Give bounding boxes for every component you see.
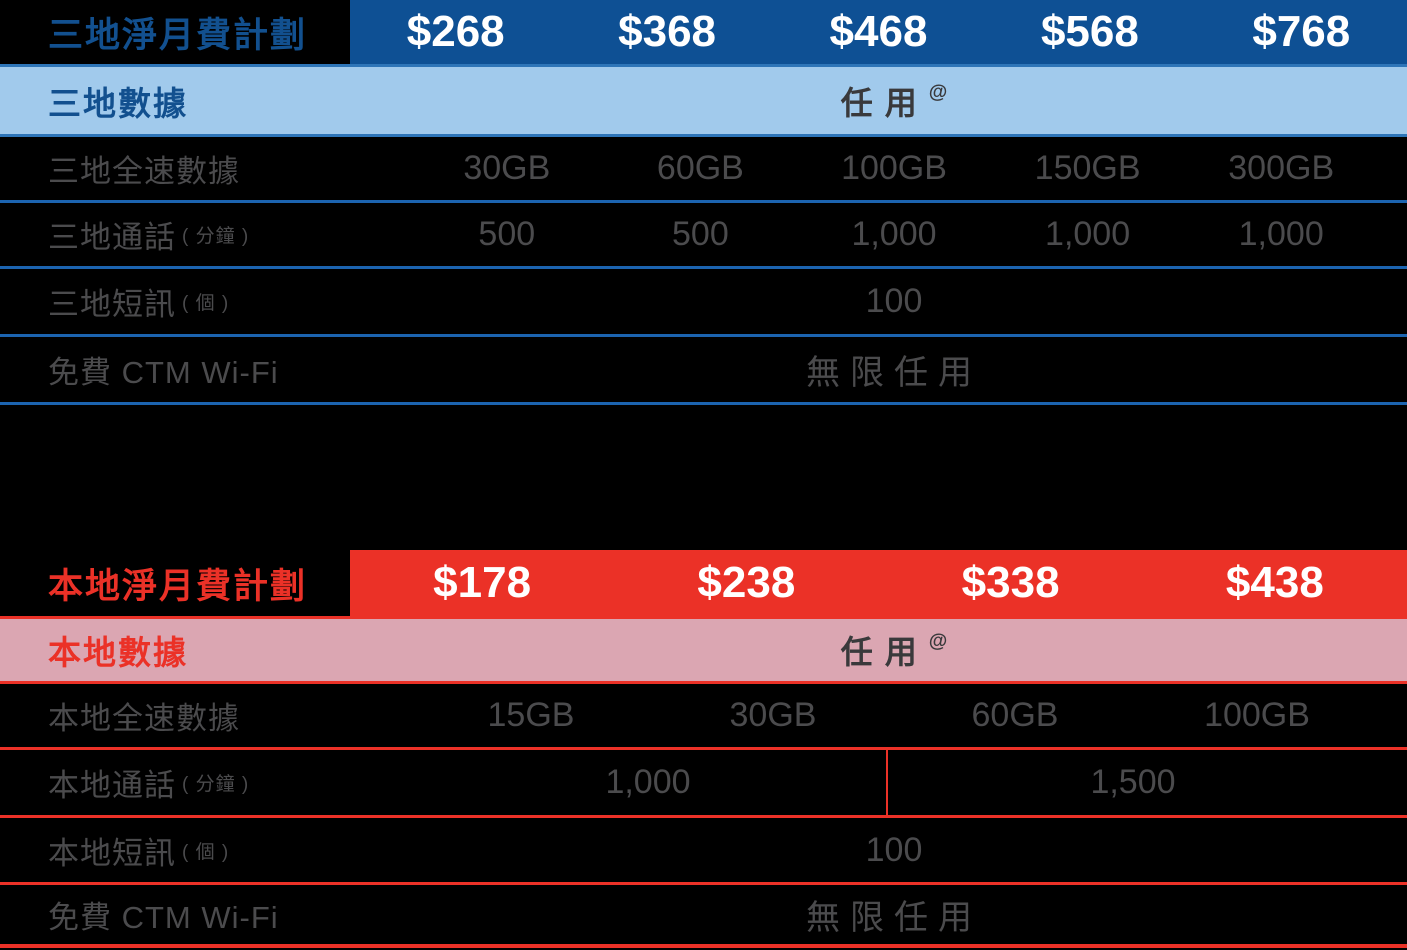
sms-count: 100 xyxy=(865,830,923,869)
tri-header-row: 三地淨月費計劃 $268 $368 $468 $568 $768 xyxy=(0,0,1407,64)
row-label-unit: ( 分鐘 ) xyxy=(182,774,250,795)
tri-plan-title: 三地淨月費計劃 xyxy=(48,15,308,55)
local-data-label: 本地數據 xyxy=(48,634,188,671)
tri-data-label: 三地數據 xyxy=(48,84,188,122)
tri-sms-row: 三地短訊 ( 個 ) 100 xyxy=(0,269,1407,337)
tri-plan-title-cell: 三地淨月費計劃 xyxy=(0,0,350,64)
local-unlimited-value: 任用@ xyxy=(840,631,948,670)
voice-minutes-high-tier: 1,500 xyxy=(1090,763,1176,801)
data-allowance: 100GB xyxy=(1204,696,1310,734)
sms-count: 100 xyxy=(865,282,923,320)
footnote-marker: @ xyxy=(928,81,948,103)
data-allowance: 100GB xyxy=(841,149,947,187)
tri-region-plan-table: 三地淨月費計劃 $268 $368 $468 $568 $768 三地數據 任用… xyxy=(0,0,1407,405)
local-price: $238 xyxy=(697,558,796,607)
tri-fullspeed-data-row: 三地全速數據 30GB 60GB 100GB 150GB 300GB xyxy=(0,137,1407,203)
tri-wifi-row: 免費 CTM Wi-Fi 無限任用 xyxy=(0,337,1407,405)
row-label: 本地全速數據 xyxy=(48,701,240,736)
row-label: 免費 CTM Wi-Fi xyxy=(48,900,279,935)
voice-minutes: 500 xyxy=(672,215,729,253)
tri-data-band-row: 三地數據 任用@ xyxy=(0,64,1407,137)
voice-minutes: 1,000 xyxy=(1045,215,1131,253)
voice-minutes: 1,000 xyxy=(851,215,937,253)
data-allowance: 15GB xyxy=(487,696,575,734)
voice-minutes: 1,000 xyxy=(1238,215,1324,253)
tri-price: $268 xyxy=(406,7,505,56)
local-data-band-row: 本地數據 任用@ xyxy=(0,616,1407,684)
tri-unlimited-value: 任用@ xyxy=(840,81,948,121)
row-label: 三地短訊 xyxy=(48,287,176,322)
tri-price: $768 xyxy=(1252,7,1351,56)
tri-price: $368 xyxy=(618,7,717,56)
data-allowance: 150GB xyxy=(1034,149,1141,187)
row-label-unit: ( 個 ) xyxy=(182,841,230,863)
local-plan-title: 本地淨月費計劃 xyxy=(48,566,308,606)
voice-minutes: 500 xyxy=(478,215,536,253)
row-label: 本地通話 xyxy=(48,768,176,803)
local-plan-table: 本地淨月費計劃 $178 $238 $338 $438 本地數據 任用@ 本地全… xyxy=(0,550,1407,948)
tri-data-label-cell: 三地數據 xyxy=(0,67,350,134)
local-price: $178 xyxy=(433,558,532,607)
data-allowance: 30GB xyxy=(463,149,551,187)
data-allowance: 300GB xyxy=(1228,149,1335,187)
local-data-label-cell: 本地數據 xyxy=(0,619,350,681)
local-sms-row: 本地短訊 ( 個 ) 100 xyxy=(0,818,1407,885)
local-header-row: 本地淨月費計劃 $178 $238 $338 $438 xyxy=(0,550,1407,616)
wifi-value: 無限任用 xyxy=(806,354,982,392)
voice-minutes-low-tier: 1,000 xyxy=(350,750,888,815)
data-allowance: 60GB xyxy=(656,149,744,187)
data-allowance: 30GB xyxy=(729,696,817,734)
local-fullspeed-data-row: 本地全速數據 15GB 30GB 60GB 100GB xyxy=(0,684,1407,750)
data-allowance: 60GB xyxy=(971,696,1059,734)
local-price: $438 xyxy=(1225,558,1324,607)
row-label: 免費 CTM Wi-Fi xyxy=(48,355,279,390)
local-wifi-row: 免費 CTM Wi-Fi 無限任用 xyxy=(0,885,1407,948)
wifi-value: 無限任用 xyxy=(806,899,982,937)
row-label: 本地短訊 xyxy=(48,835,176,871)
tri-voice-row: 三地通話 ( 分鐘 ) 500 500 1,000 1,000 1,000 xyxy=(0,203,1407,269)
row-label: 三地全速數據 xyxy=(48,154,240,189)
tri-price: $568 xyxy=(1040,7,1139,56)
row-label-unit: ( 分鐘 ) xyxy=(182,226,250,247)
footnote-marker: @ xyxy=(928,631,948,653)
table-separator xyxy=(0,405,1407,550)
local-price: $338 xyxy=(961,558,1060,607)
local-voice-row: 本地通話 ( 分鐘 ) 1,000 1,500 xyxy=(0,750,1407,818)
local-price-band: $178 $238 $338 $438 xyxy=(350,550,1407,616)
local-plan-title-cell: 本地淨月費計劃 xyxy=(0,550,350,616)
tri-price-band: $268 $368 $468 $568 $768 xyxy=(350,0,1407,64)
tri-price: $468 xyxy=(829,7,928,56)
row-label-unit: ( 個 ) xyxy=(182,293,230,314)
row-label: 三地通話 xyxy=(48,220,176,255)
